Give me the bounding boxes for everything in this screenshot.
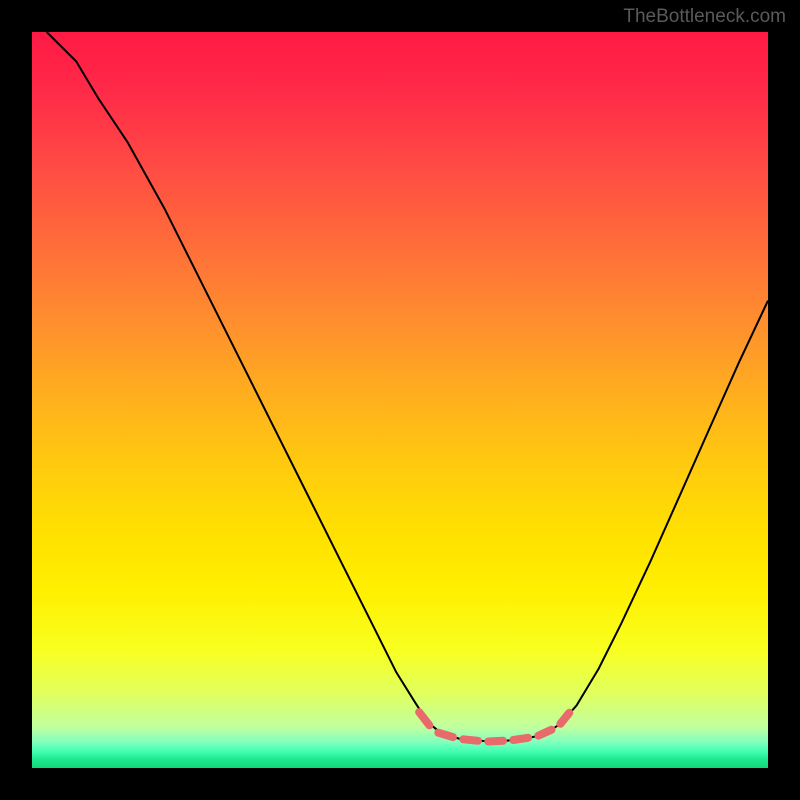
watermark-text: TheBottleneck.com (623, 6, 786, 28)
plot-area (32, 32, 768, 768)
curve-path (47, 32, 768, 742)
bottleneck-curve (32, 32, 768, 768)
dash-overlay (419, 712, 569, 741)
